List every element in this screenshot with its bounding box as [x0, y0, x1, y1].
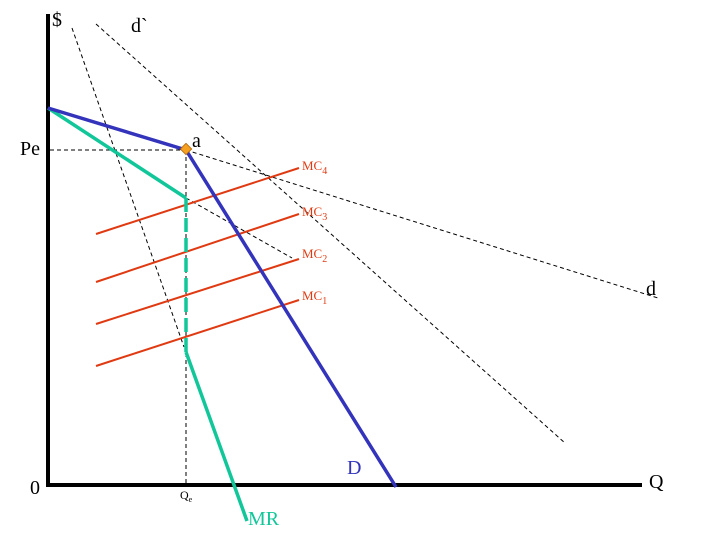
x-axis-label: Q [649, 471, 664, 493]
mr-extension-d-prime [71, 27, 185, 348]
mc2-label: MC2 [302, 246, 327, 265]
mc4-label: MC4 [302, 158, 327, 177]
mr-lower-segment [184, 351, 249, 522]
mc1-line [95, 299, 300, 367]
mc3-line [95, 213, 300, 283]
demand-label: D [347, 457, 361, 479]
curve-d-label: d [646, 278, 656, 300]
demand-curve-D [47, 106, 398, 488]
mr-upper-segment [47, 106, 187, 200]
kink-point-label: a [192, 130, 201, 152]
mr-extension-d [185, 197, 293, 259]
price-label: Pe [20, 138, 40, 160]
y-axis-label: $ [52, 9, 62, 31]
mc3-label: MC3 [302, 204, 327, 223]
kink-point-marker [179, 142, 193, 156]
origin-label: 0 [30, 477, 40, 499]
curve-d-prime-label: d` [131, 15, 148, 37]
mc2-line [95, 258, 300, 325]
mc4-line [95, 167, 300, 235]
mc1-label: MC1 [302, 288, 327, 307]
demand-curve-d [185, 149, 659, 299]
quantity-label: Qe [180, 488, 193, 504]
marginal-revenue-label: MR [248, 508, 280, 530]
